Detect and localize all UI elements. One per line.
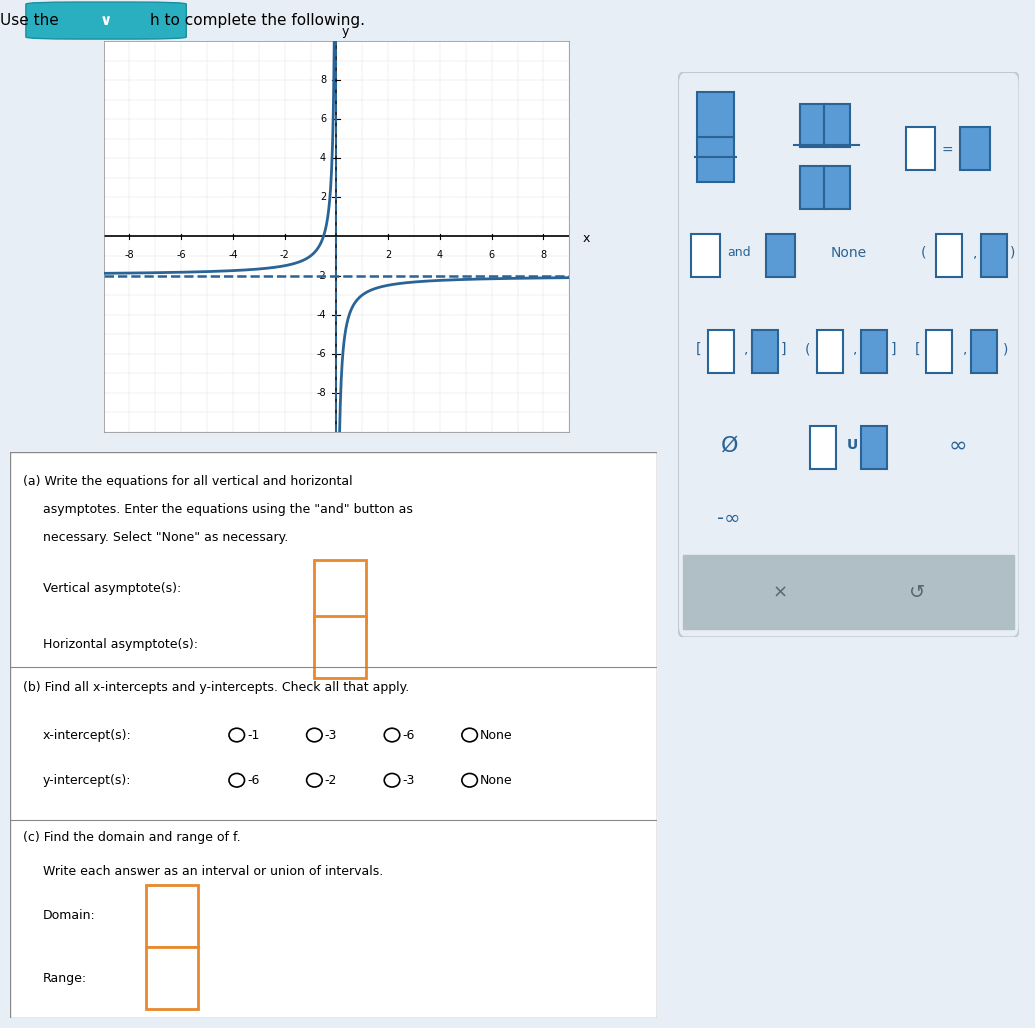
Text: -6: -6 (317, 348, 326, 359)
Text: -1: -1 (247, 729, 260, 741)
Text: -8: -8 (124, 250, 135, 260)
Text: None: None (480, 729, 512, 741)
FancyBboxPatch shape (800, 167, 826, 210)
Text: (c) Find the domain and range of f.: (c) Find the domain and range of f. (23, 831, 241, 844)
Text: -3: -3 (325, 729, 337, 741)
Text: -4: -4 (317, 309, 326, 320)
FancyBboxPatch shape (146, 947, 198, 1009)
FancyBboxPatch shape (861, 427, 887, 470)
Text: [: [ (914, 342, 920, 356)
Text: 6: 6 (320, 114, 326, 124)
Text: ]: ] (781, 342, 787, 356)
FancyBboxPatch shape (937, 234, 963, 278)
Text: ↺: ↺ (909, 583, 925, 601)
Text: -2: -2 (279, 250, 290, 260)
Text: 8: 8 (540, 250, 546, 260)
Text: U: U (847, 438, 858, 452)
Text: Range:: Range: (42, 971, 87, 985)
Text: Vertical asymptote(s):: Vertical asymptote(s): (42, 582, 181, 594)
Text: ]: ] (890, 342, 896, 356)
Text: 2: 2 (320, 192, 326, 203)
FancyBboxPatch shape (817, 330, 842, 373)
Text: -2: -2 (317, 270, 326, 281)
FancyBboxPatch shape (697, 91, 734, 137)
Text: (a) Write the equations for all vertical and horizontal: (a) Write the equations for all vertical… (23, 475, 353, 488)
FancyBboxPatch shape (708, 330, 734, 373)
FancyBboxPatch shape (906, 126, 935, 170)
Text: -6: -6 (176, 250, 186, 260)
Text: ,: , (973, 246, 977, 260)
Text: and: and (728, 247, 751, 259)
FancyBboxPatch shape (926, 330, 952, 373)
Text: ×: × (773, 583, 788, 601)
Text: [: [ (696, 342, 701, 356)
Text: Use the: Use the (0, 13, 59, 28)
FancyBboxPatch shape (697, 137, 734, 182)
FancyBboxPatch shape (766, 234, 795, 278)
Text: y-intercept(s):: y-intercept(s): (42, 774, 131, 786)
Text: (b) Find all x-intercepts and y-intercepts. Check all that apply.: (b) Find all x-intercepts and y-intercep… (23, 682, 410, 694)
Text: ,: , (963, 342, 967, 356)
Text: ,: , (853, 342, 858, 356)
Text: y: y (342, 26, 349, 38)
Text: 6: 6 (489, 250, 495, 260)
FancyBboxPatch shape (981, 234, 1007, 278)
Text: asymptotes. Enter the equations using the "and" button as: asymptotes. Enter the equations using th… (23, 503, 413, 516)
FancyBboxPatch shape (824, 104, 850, 147)
FancyBboxPatch shape (800, 104, 826, 147)
Text: (: ( (805, 342, 810, 356)
Text: h to complete the following.: h to complete the following. (150, 13, 365, 28)
Text: necessary. Select "None" as necessary.: necessary. Select "None" as necessary. (23, 531, 289, 545)
FancyBboxPatch shape (752, 330, 778, 373)
Text: Domain:: Domain: (42, 910, 95, 922)
Text: ∞: ∞ (949, 435, 968, 455)
FancyBboxPatch shape (10, 452, 657, 1018)
Text: ): ) (1003, 342, 1008, 356)
FancyBboxPatch shape (315, 559, 366, 622)
Text: 4: 4 (320, 153, 326, 163)
Text: ∨: ∨ (99, 13, 112, 28)
Text: ,: , (744, 342, 748, 356)
Text: x-intercept(s):: x-intercept(s): (42, 729, 131, 741)
Text: (: ( (921, 246, 926, 260)
Text: -8: -8 (317, 388, 326, 398)
Text: ): ) (1010, 246, 1015, 260)
FancyBboxPatch shape (146, 885, 198, 947)
Text: -6: -6 (403, 729, 415, 741)
Text: -4: -4 (228, 250, 238, 260)
FancyBboxPatch shape (690, 234, 720, 278)
Text: 4: 4 (437, 250, 443, 260)
FancyBboxPatch shape (960, 126, 989, 170)
FancyBboxPatch shape (678, 72, 1019, 637)
Text: -2: -2 (325, 774, 337, 786)
Text: -6: -6 (247, 774, 260, 786)
Text: Horizontal asymptote(s):: Horizontal asymptote(s): (42, 638, 198, 651)
FancyBboxPatch shape (971, 330, 997, 373)
FancyBboxPatch shape (861, 330, 887, 373)
Text: Ø: Ø (720, 435, 738, 455)
Text: -3: -3 (403, 774, 415, 786)
FancyBboxPatch shape (315, 616, 366, 678)
Text: -∞: -∞ (717, 509, 741, 528)
FancyBboxPatch shape (810, 427, 836, 470)
Text: =: = (942, 144, 953, 158)
FancyBboxPatch shape (683, 555, 1014, 629)
Text: None: None (480, 774, 512, 786)
Text: 8: 8 (320, 75, 326, 85)
Text: x: x (582, 232, 590, 246)
Text: None: None (831, 246, 866, 260)
FancyBboxPatch shape (824, 167, 850, 210)
Text: Write each answer as an interval or union of intervals.: Write each answer as an interval or unio… (23, 865, 384, 878)
FancyBboxPatch shape (26, 2, 186, 39)
Text: 2: 2 (385, 250, 391, 260)
